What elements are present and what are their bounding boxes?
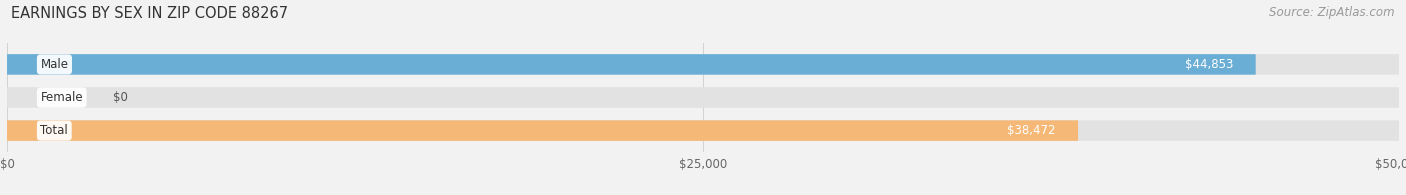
FancyBboxPatch shape: [7, 54, 1256, 75]
FancyBboxPatch shape: [7, 87, 1399, 108]
Text: $44,853: $44,853: [1185, 58, 1233, 71]
Text: $0: $0: [112, 91, 128, 104]
FancyBboxPatch shape: [7, 120, 1399, 141]
Text: Female: Female: [41, 91, 83, 104]
Text: EARNINGS BY SEX IN ZIP CODE 88267: EARNINGS BY SEX IN ZIP CODE 88267: [11, 6, 288, 21]
Text: $38,472: $38,472: [1007, 124, 1056, 137]
FancyBboxPatch shape: [7, 120, 1078, 141]
Text: Source: ZipAtlas.com: Source: ZipAtlas.com: [1270, 6, 1395, 19]
Text: Total: Total: [41, 124, 67, 137]
FancyBboxPatch shape: [7, 54, 1399, 75]
Text: Male: Male: [41, 58, 69, 71]
